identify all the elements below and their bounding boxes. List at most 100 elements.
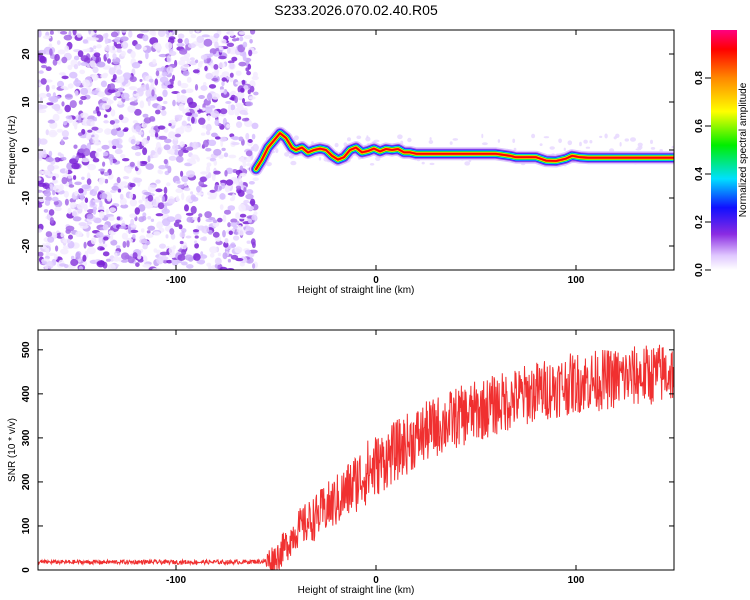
snr-frame <box>37 329 675 571</box>
noise-speckle <box>73 55 80 61</box>
noise-speckle <box>60 31 68 35</box>
noise-speckle <box>120 204 129 209</box>
noise-speckle <box>96 260 106 268</box>
noise-speckle <box>208 229 213 235</box>
noise-speckle <box>211 77 219 82</box>
noise-speckle <box>365 136 371 142</box>
noise-speckle <box>89 37 99 41</box>
noise-speckle <box>226 123 231 129</box>
noise-speckle <box>134 108 142 116</box>
noise-speckle <box>163 159 168 165</box>
noise-speckle <box>61 156 67 161</box>
spectrogram-ylabel: Frequency (Hz) <box>7 116 18 185</box>
noise-speckle <box>109 207 117 213</box>
noise-speckle <box>237 189 245 197</box>
noise-speckle <box>233 231 239 235</box>
noise-speckle <box>159 76 169 84</box>
noise-speckle <box>205 123 212 132</box>
noise-speckle <box>220 38 227 44</box>
noise-speckle <box>78 222 87 227</box>
noise-speckle <box>219 108 228 115</box>
noise-speckle <box>48 150 53 157</box>
noise-speckle <box>77 50 84 58</box>
noise-speckle <box>185 212 194 216</box>
noise-speckle <box>53 200 59 206</box>
noise-speckle <box>68 234 73 240</box>
noise-speckle <box>150 150 156 156</box>
signal-track-layer-7 <box>255 132 674 171</box>
noise-speckle <box>38 104 44 111</box>
noise-speckle <box>155 70 160 77</box>
noise-speckle <box>120 50 126 57</box>
noise-speckle <box>158 53 168 58</box>
noise-speckle <box>167 165 172 174</box>
noise-speckle <box>228 230 233 236</box>
noise-speckle <box>146 135 150 141</box>
noise-speckle <box>166 182 171 187</box>
noise-speckle <box>149 30 155 36</box>
noise-speckle <box>99 200 103 208</box>
noise-speckle <box>119 193 124 200</box>
noise-speckle <box>243 187 247 193</box>
noise-speckle <box>145 163 154 170</box>
noise-speckle <box>226 42 235 47</box>
noise-speckle <box>181 192 185 201</box>
noise-speckle <box>134 207 140 215</box>
snr-ticks: -100 0 100 0 100 200 300 400 500 <box>21 330 674 586</box>
noise-speckle <box>129 182 136 188</box>
noise-speckle <box>252 177 259 181</box>
noise-speckle <box>251 133 256 140</box>
noise-speckle <box>109 157 114 166</box>
noise-speckle <box>91 126 99 131</box>
noise-speckle <box>112 53 117 60</box>
noise-speckle <box>239 109 248 115</box>
noise-speckle <box>246 163 252 167</box>
noise-speckle <box>52 113 60 122</box>
noise-speckle <box>113 96 117 101</box>
noise-speckle <box>181 120 187 127</box>
noise-speckle <box>184 38 190 45</box>
noise-speckle <box>45 84 50 92</box>
noise-speckle <box>61 75 69 80</box>
noise-speckle <box>650 139 653 144</box>
noise-speckle <box>539 143 543 147</box>
noise-speckle <box>134 151 142 157</box>
noise-speckle <box>112 74 117 80</box>
noise-speckle <box>110 189 117 193</box>
noise-speckle <box>87 163 96 171</box>
noise-speckle <box>198 213 203 218</box>
noise-speckle <box>95 34 104 43</box>
noise-speckle <box>86 213 94 220</box>
noise-speckle <box>41 261 47 265</box>
noise-speckle <box>92 208 97 215</box>
noise-speckle <box>212 219 218 224</box>
noise-speckle <box>223 152 229 158</box>
noise-speckle <box>190 205 197 214</box>
noise-speckle <box>204 65 208 72</box>
noise-speckle <box>89 189 94 195</box>
noise-speckle <box>184 254 194 261</box>
noise-speckle <box>166 66 174 74</box>
noise-speckle <box>93 110 97 114</box>
noise-speckle <box>68 184 75 188</box>
noise-speckle <box>186 170 195 178</box>
noise-speckle <box>99 193 108 200</box>
noise-speckle <box>247 139 253 143</box>
noise-speckle <box>104 45 113 52</box>
noise-speckle <box>275 148 279 154</box>
noise-speckle <box>47 236 55 243</box>
noise-speckle <box>248 181 255 185</box>
noise-speckle <box>176 92 181 101</box>
noise-speckle <box>130 50 136 59</box>
noise-speckle <box>162 71 168 77</box>
noise-speckle <box>207 139 217 146</box>
noise-speckle <box>67 207 72 215</box>
noise-speckle <box>247 218 252 224</box>
noise-speckle <box>38 189 43 193</box>
noise-speckle <box>218 46 224 51</box>
noise-speckle <box>110 234 114 242</box>
noise-speckle <box>132 234 136 239</box>
noise-speckle <box>227 222 232 228</box>
noise-speckle <box>38 109 47 114</box>
noise-speckle <box>218 55 227 60</box>
